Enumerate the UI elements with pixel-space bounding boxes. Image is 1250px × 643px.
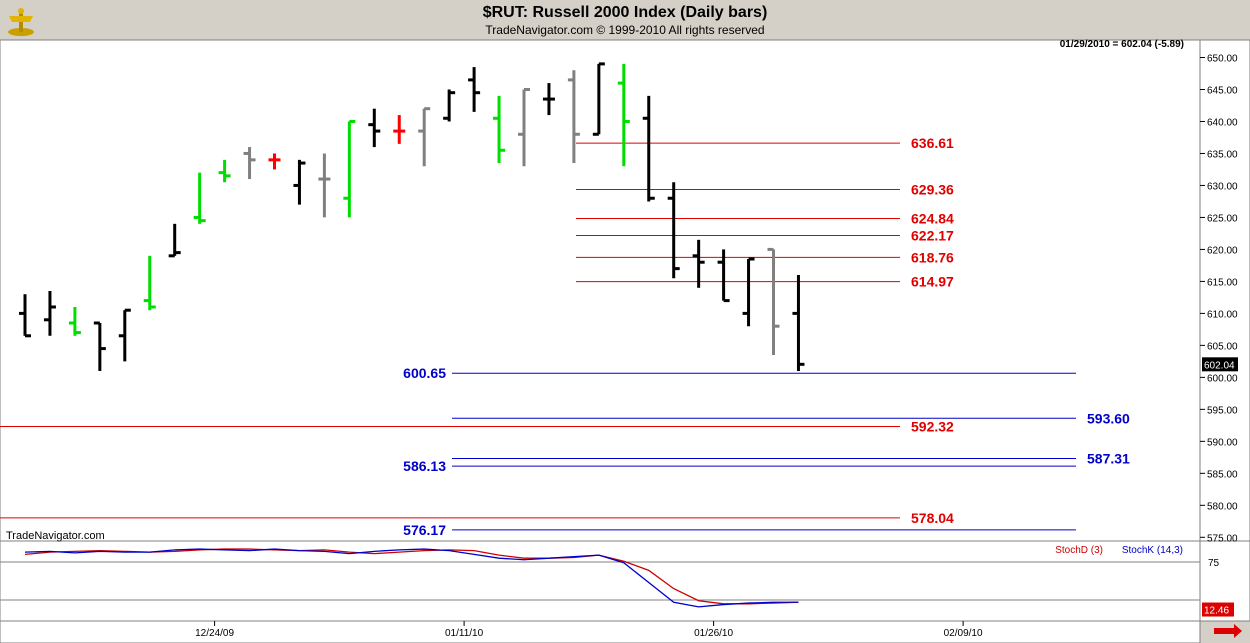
- stochastic-panel: [0, 540, 1201, 622]
- chart-subtitle: TradeNavigator.com © 1999-2010 All right…: [485, 23, 765, 37]
- price-bar: [318, 153, 331, 218]
- watermark-text: TradeNavigator.com: [6, 530, 105, 542]
- price-bar: [742, 257, 755, 327]
- price-tick-label: 650.00: [1207, 54, 1238, 65]
- logo-icon: [4, 4, 38, 38]
- price-tick-label: 580.00: [1207, 501, 1238, 512]
- price-bar: [368, 108, 381, 148]
- price-tick-label: 615.00: [1207, 277, 1238, 288]
- price-bar: [68, 306, 81, 336]
- price-tick-label: 620.00: [1207, 245, 1238, 256]
- level-label: 636.61: [911, 135, 954, 151]
- level-label: 592.32: [911, 418, 954, 434]
- price-bar: [418, 107, 431, 167]
- price-bar: [792, 275, 805, 371]
- price-bar: [168, 223, 181, 258]
- price-bar: [143, 255, 156, 311]
- level-label: 618.76: [911, 249, 954, 265]
- level-label: 624.84: [911, 210, 954, 226]
- price-bar: [243, 147, 256, 180]
- price-tick-label: 610.00: [1207, 309, 1238, 320]
- price-bar: [43, 291, 56, 336]
- level-label: 614.97: [911, 274, 954, 290]
- legend-stoch-d: StochD (3): [1055, 545, 1103, 556]
- price-bar: [692, 239, 705, 288]
- price-tick-label: 575.00: [1207, 533, 1238, 544]
- price-axis: [1199, 39, 1250, 542]
- level-label: 593.60: [1087, 410, 1130, 426]
- date-axis: [0, 620, 1201, 643]
- price-bar: [118, 308, 131, 362]
- level-label: 586.13: [403, 458, 446, 474]
- stochastic-last-value-label: 12.46: [1204, 606, 1229, 617]
- price-tick-label: 645.00: [1207, 85, 1238, 96]
- price-bar: [717, 249, 730, 303]
- price-bar: [343, 119, 356, 218]
- price-bar: [592, 62, 605, 136]
- price-bar: [393, 115, 406, 144]
- price-bar: [293, 159, 306, 205]
- price-bar: [218, 159, 231, 183]
- price-bar: [642, 95, 655, 202]
- price-bar: [567, 70, 580, 164]
- price-tick-label: 585.00: [1207, 469, 1238, 480]
- price-bar: [443, 89, 456, 122]
- date-tick-label: 02/09/10: [944, 628, 983, 639]
- price-bar: [468, 67, 481, 112]
- level-label: 576.17: [403, 522, 446, 538]
- price-bar: [518, 87, 530, 167]
- price-tick-label: 595.00: [1207, 405, 1238, 416]
- price-tick-label: 590.00: [1207, 437, 1238, 448]
- last-price-box: [1202, 357, 1238, 372]
- arrow-up-icon[interactable]: [1216, 611, 1224, 616]
- level-label: 578.04: [911, 510, 954, 526]
- level-label: 622.17: [911, 228, 954, 244]
- price-bar: [542, 83, 555, 116]
- price-bar: [493, 95, 506, 164]
- price-tick-label: 600.00: [1207, 373, 1238, 384]
- price-tick-label: 635.00: [1207, 149, 1238, 160]
- date-tick-label: 01/11/10: [445, 628, 484, 639]
- quote-readout: 01/29/2010 = 602.04 (-5.89): [1060, 39, 1184, 50]
- last-price-label: 602.04: [1204, 360, 1235, 371]
- level-label: 587.31: [1087, 451, 1130, 467]
- stochastic-last-value-box: [1202, 602, 1234, 617]
- stochastic-series-line: [24, 548, 799, 608]
- scroll-right-arrow-icon[interactable]: [1214, 624, 1242, 638]
- date-tick-label: 01/26/10: [694, 628, 733, 639]
- level-label: 629.36: [911, 182, 954, 198]
- price-bar: [667, 182, 680, 279]
- level-label: 600.65: [403, 365, 446, 381]
- price-bar: [617, 63, 630, 167]
- price-tick-label: 640.00: [1207, 117, 1238, 128]
- price-bar: [767, 247, 780, 355]
- price-tick-label: 605.00: [1207, 341, 1238, 352]
- price-bar: [268, 153, 281, 170]
- price-bar: [193, 172, 206, 224]
- price-tick-label: 630.00: [1207, 181, 1238, 192]
- stochastic-tick-label: 75: [1208, 558, 1220, 569]
- legend-stoch-k: StochK (14,3): [1122, 545, 1183, 556]
- date-tick-label: 12/24/09: [195, 628, 234, 639]
- price-bar: [93, 321, 106, 371]
- chart-title: $RUT: Russell 2000 Index (Daily bars): [482, 4, 768, 21]
- price-bar: [19, 294, 31, 338]
- price-tick-label: 625.00: [1207, 213, 1238, 224]
